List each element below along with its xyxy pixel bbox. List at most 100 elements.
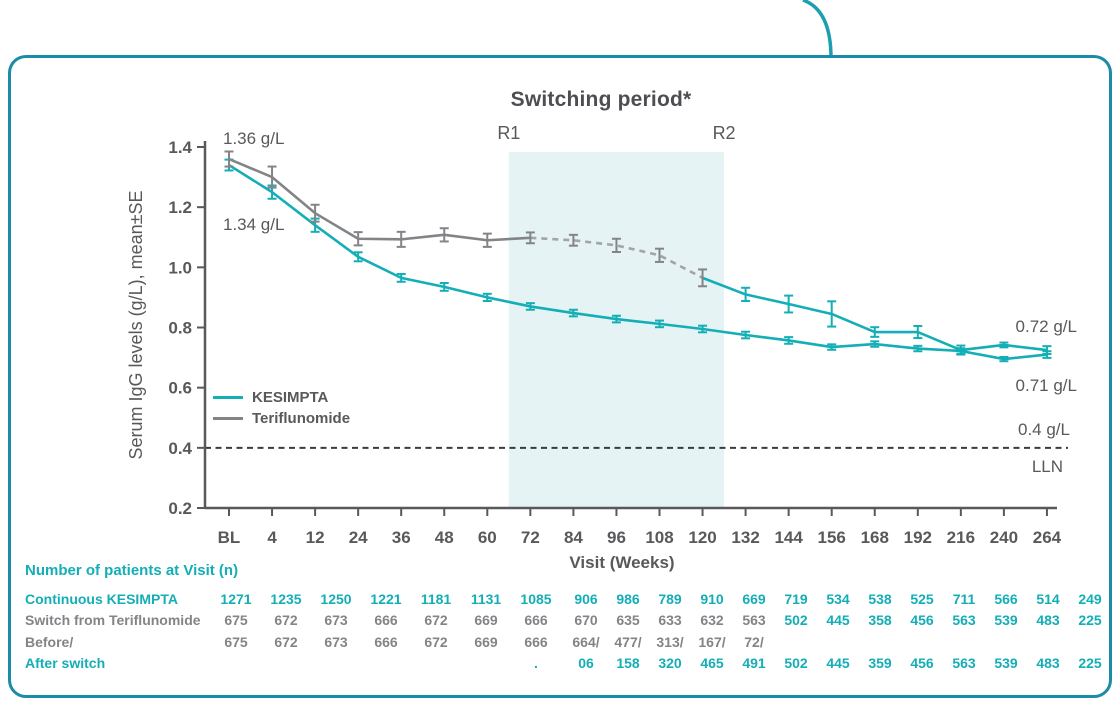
patients-count-cell: 06: [578, 654, 594, 671]
legend-item-kesimpta: KESIMPTA: [213, 387, 350, 408]
teriflunomide-baseline-annotation: 1.36 g/L: [223, 129, 284, 148]
switch-group-line-segment: [702, 276, 1048, 352]
teriflunomide-line-swatch: [213, 417, 243, 420]
patients-count-cell: 225: [1078, 654, 1102, 671]
x-tick-label: 168: [861, 528, 889, 547]
patients-count-cell: 538: [868, 591, 892, 607]
lln-label: LLN: [1032, 457, 1063, 476]
patients-row-label: Continuous KESIMPTA: [25, 591, 178, 607]
patients-count-cell: 669: [474, 612, 498, 629]
patients-table-row: Switch from Teriflunomide 675 672 673 666 672…: [11, 610, 1109, 631]
chart-title: Switching period*: [510, 88, 692, 111]
chart-legend: KESIMPTA Teriflunomide: [213, 387, 350, 429]
patients-count-cell: 358: [868, 612, 892, 629]
x-tick-label: 4: [267, 528, 277, 547]
x-tick-label: 192: [904, 528, 932, 547]
patients-count-cell: 789: [658, 591, 682, 607]
patients-count-cell: 672: [274, 612, 298, 629]
patients-count-cell: 711: [952, 591, 976, 607]
patients-count-cell: 1085: [520, 591, 552, 607]
x-tick-label: 132: [731, 528, 759, 547]
kesimpta-line: [228, 163, 1048, 361]
patients-count-cell: 666: [524, 612, 548, 629]
patients-count-cell: 666: [374, 633, 398, 650]
patients-count-cell: 563: [742, 612, 766, 629]
patients-count-cell: 502: [784, 612, 808, 629]
patients-table-header: Number of patients at Visit (n): [25, 562, 239, 579]
y-axis-title: Serum IgG levels (g/L), mean±SE: [126, 191, 146, 460]
patients-count-cell: 672: [424, 612, 448, 629]
igg-line-chart: R1 R2 0.4 g/L LLN 0.2 0.4 0.6 0.8 1.0 1.2 1.4 BL 4 12…: [126, 123, 1077, 547]
patients-count-cell: 675: [224, 612, 248, 629]
x-tick-label: 84: [564, 528, 583, 547]
patients-table-row: Continuous KESIMPTA 1271 1235 1250 1221 1181 1…: [11, 589, 1109, 610]
patients-count-cell: 633: [658, 612, 682, 629]
patients-count-cell: 1181: [420, 591, 452, 607]
patients-count-cell: 465: [700, 654, 724, 671]
switch-group-line-segment: [228, 157, 531, 242]
x-tick-label: 144: [774, 528, 803, 547]
patients-count-cell: 445: [826, 654, 850, 671]
x-tick-label: 24: [349, 528, 368, 547]
patients-count-cell: 483: [1036, 654, 1060, 671]
y-tick-label: 0.2: [168, 499, 192, 518]
x-tick-label: 216: [947, 528, 975, 547]
patients-count-cell: 672: [274, 633, 298, 650]
y-tick-label: 0.8: [168, 319, 192, 338]
patients-count-cell: 225: [1078, 612, 1102, 629]
legend-label-teriflunomide: Teriflunomide: [252, 410, 351, 427]
switching-period-region: [508, 152, 725, 508]
patients-table-row: Before/675 672 673 666 672 669 666 664/477/313/…: [11, 632, 1109, 653]
patients-count-cell: 673: [324, 612, 348, 629]
r2-label: R2: [713, 123, 736, 143]
x-tick-label: 72: [521, 528, 540, 547]
x-tick-label: 60: [478, 528, 497, 547]
switch-end-annotation: 0.72 g/L: [1016, 317, 1077, 336]
patients-count-cell: 910: [700, 591, 724, 607]
patients-count-cell: 167/: [698, 633, 726, 650]
patients-count-cell: 249: [1078, 591, 1102, 607]
x-tick-label: 96: [607, 528, 626, 547]
r1-label: R1: [497, 123, 520, 143]
patients-count-cell: 664/: [572, 633, 600, 650]
switch-group-line-segment: [530, 236, 704, 280]
patients-count-cell: 563: [952, 654, 976, 671]
patients-count-cell: 1221: [370, 591, 402, 607]
x-tick-label: 240: [990, 528, 1018, 547]
patients-count-cell: 672: [424, 633, 448, 650]
kesimpta-line-swatch: [213, 396, 243, 399]
patients-count-cell: 514: [1036, 591, 1060, 607]
x-tick-label: 108: [645, 528, 673, 547]
patients-count-cell: 669: [742, 591, 766, 607]
patients-count-cell: 986: [616, 591, 640, 607]
patients-count-cell: 502: [784, 654, 808, 671]
y-tick-label: 0.4: [168, 439, 192, 458]
patients-count-cell: 632: [700, 612, 724, 629]
patients-count-cell: 1235: [270, 591, 302, 607]
patients-count-cell: 566: [994, 591, 1018, 607]
patients-count-cell: 539: [994, 654, 1018, 671]
lln-value-annotation: 0.4 g/L: [1018, 420, 1070, 439]
patients-count-cell: .: [534, 654, 538, 671]
patients-count-cell: 666: [374, 612, 398, 629]
y-tick-label: 0.6: [168, 379, 192, 398]
patients-row-label: After switch: [25, 654, 106, 671]
x-axis-title: Visit (Weeks): [569, 553, 675, 572]
patients-count-cell: 72/: [744, 633, 764, 650]
patients-count-cell: 666: [524, 633, 548, 650]
patients-count-cell: 539: [994, 612, 1018, 629]
legend-item-teriflunomide: Teriflunomide: [213, 408, 350, 429]
x-tick-label: 36: [392, 528, 411, 547]
patients-count-cell: 313/: [656, 633, 684, 650]
patients-table: Continuous KESIMPTA 1271 1235 1250 1221 1181 1…: [11, 589, 1109, 674]
patients-count-cell: 563: [952, 612, 976, 629]
patients-count-cell: 158: [616, 654, 640, 671]
patients-count-cell: 477/: [614, 633, 642, 650]
x-tick-label: 120: [688, 528, 716, 547]
patients-count-cell: 359: [868, 654, 892, 671]
x-tick-label: 48: [435, 528, 454, 547]
patients-count-cell: 320: [658, 654, 682, 671]
y-tick-label: 1.4: [168, 138, 192, 157]
patients-count-cell: 445: [826, 612, 850, 629]
